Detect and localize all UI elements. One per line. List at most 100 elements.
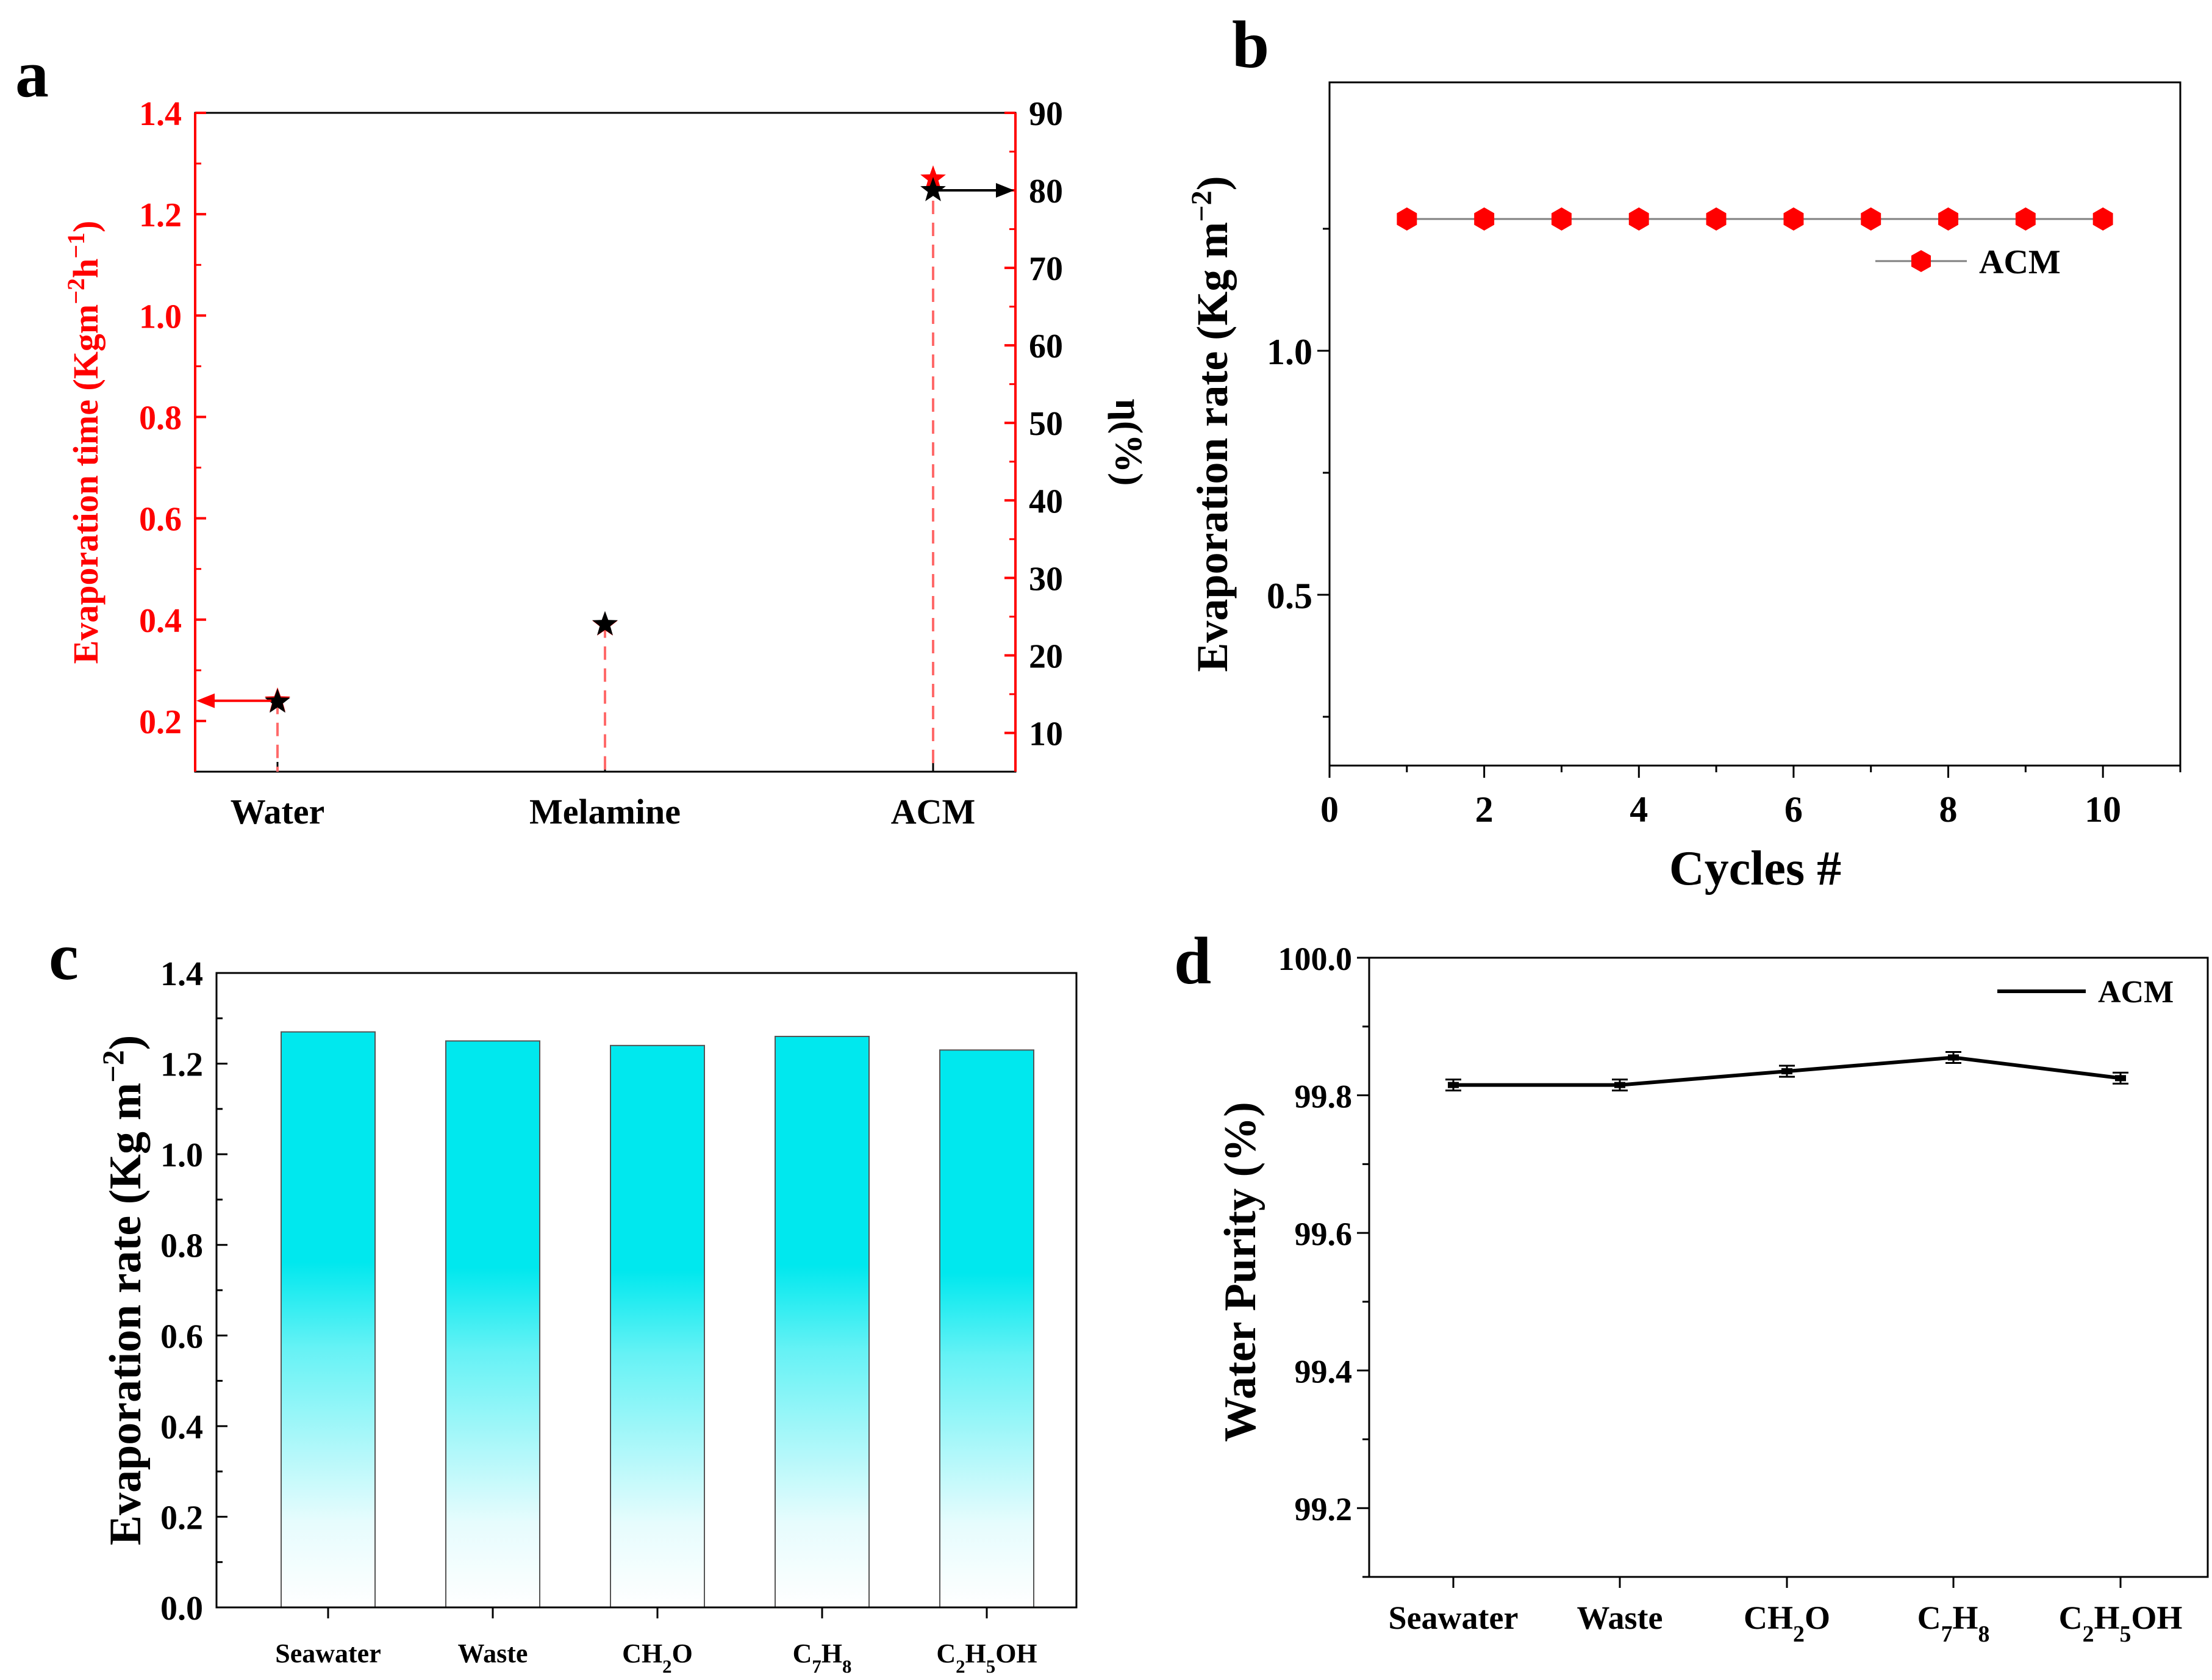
panel-a-xtick-label: Melamine xyxy=(529,792,681,831)
panel-c-xtick-label: C7H8 xyxy=(793,1639,852,1677)
panel-b-ylabel: Evaporation rate (Kg m−2) xyxy=(1186,176,1237,672)
panel-b-point xyxy=(1628,207,1649,231)
panel-c-bar xyxy=(281,1031,376,1608)
panel-c-marks: 0.0 0.2 0.4 0.6 0.8 1.0 1.2 1.4 Seawater Waste CH2… xyxy=(160,955,1037,1677)
panel-a-ylabel-left-text: Evaporation time (Kgm xyxy=(66,304,106,664)
panel-a-ytick-label-left: 0.6 xyxy=(139,501,182,539)
panel-c-ylabel: Evaporation rate (Kg m−2) xyxy=(96,1035,151,1546)
panel-a-ytick-label-left: 0.2 xyxy=(139,703,182,741)
panel-b-point xyxy=(1861,207,1881,231)
panel-b-ytick-label: 0.5 xyxy=(1267,576,1312,616)
panel-b-xtick-label: 2 xyxy=(1475,789,1494,830)
panel-b: b 0 2 4 6 8 10 0.5 1.0 Evaporation rate (Kg m−2… xyxy=(1186,7,2182,896)
panel-a-ytick-label-right: 60 xyxy=(1029,328,1063,365)
panel-b-xtick-label: 4 xyxy=(1630,789,1648,830)
panel-b-point xyxy=(1474,207,1495,231)
panel-d-ytick-label: 99.2 xyxy=(1295,1491,1353,1527)
panel-d: d 99.2 99.4 99.6 99.8 100.0 Seawater Waste CH2O… xyxy=(1174,924,2209,1647)
panel-b-point xyxy=(2092,207,2113,231)
panel-d-ylabel: Water Purity (%) xyxy=(1215,1102,1265,1442)
panel-a-marks: 0.2 0.4 0.6 0.8 1.0 1.2 1.4 10 20 30 40 50 60 70 80 90 W… xyxy=(139,95,1063,831)
panel-c-ylabel-end: ) xyxy=(101,1035,151,1050)
panel-b-point xyxy=(1552,207,1572,231)
panel-a-point-efficiency xyxy=(920,177,946,201)
panel-a-ytick-label-right: 40 xyxy=(1029,483,1063,520)
panel-a-ylabel-left: Evaporation time (Kgm−2h−1) xyxy=(62,221,106,664)
panel-d-xtick-label: Seawater xyxy=(1389,1599,1519,1636)
panel-b-point xyxy=(1706,207,1727,231)
panel-b-ytick-label: 1.0 xyxy=(1267,332,1312,372)
panel-a-ytick-label-left: 0.8 xyxy=(139,399,182,437)
panel-d-xtick-label: C7H8 xyxy=(1917,1599,1990,1647)
panel-a-ylabel-left-mid: h xyxy=(66,259,106,278)
panel-a-ytick-label-right: 90 xyxy=(1029,95,1063,133)
panel-b-label: b xyxy=(1232,7,1269,82)
panel-c-frame xyxy=(215,972,1078,1609)
panel-c-xtick-label: CH2O xyxy=(622,1639,693,1677)
panel-d-point xyxy=(1448,1082,1459,1088)
panel-d-ytick-label: 99.8 xyxy=(1295,1079,1353,1115)
panel-a-ytick-label-left: 1.4 xyxy=(139,95,182,133)
panel-c-ytick-label: 0.0 xyxy=(160,1590,203,1628)
panel-a-ylabel-right: η(%) xyxy=(1108,399,1151,486)
panel-d-label: d xyxy=(1174,924,1211,998)
panel-a-ytick-label-left: 0.4 xyxy=(139,602,182,640)
panel-c-xtick-label: Seawater xyxy=(275,1639,381,1668)
panel-b-point xyxy=(1783,207,1804,231)
panel-b-point xyxy=(1938,207,1958,231)
panel-b-point xyxy=(2015,207,2036,231)
panel-a-arrowhead-right xyxy=(996,183,1014,198)
panel-b-point xyxy=(1397,207,1417,231)
panel-a-ytick-label-right: 10 xyxy=(1029,715,1063,753)
panel-a-ytick-label-left: 1.0 xyxy=(139,298,182,336)
panel-a-ytick-label-right: 80 xyxy=(1029,173,1063,210)
panel-a-arrowhead-left xyxy=(196,693,215,708)
panel-b-ylabel-sup: −2 xyxy=(1186,190,1218,221)
panel-d-xtick-label: C2H5OH xyxy=(2059,1599,2183,1647)
panel-c-ylabel-text: Evaporation rate (Kg m xyxy=(101,1083,151,1545)
panel-c-bar xyxy=(445,1040,540,1608)
panel-a-ylabel-left-sup2: −1 xyxy=(62,232,90,259)
panel-a: a 0.2 0.4 0.6 0.8 1.0 1.2 1.4 10 20 30 40 50 60 70 80 9… xyxy=(15,37,1151,831)
panel-d-point xyxy=(2115,1075,2126,1082)
panel-b-xtick-label: 8 xyxy=(1939,789,1958,830)
panel-c-ytick-label: 1.4 xyxy=(160,955,203,993)
panel-b-marks: 0 2 4 6 8 10 0.5 1.0 xyxy=(1267,207,2182,830)
panel-c-ylabel-sup: −2 xyxy=(96,1050,130,1083)
panel-b-ylabel-text: Evaporation rate (Kg m xyxy=(1188,222,1237,672)
panel-a-point-efficiency xyxy=(592,611,618,636)
panel-d-ytick-label: 100.0 xyxy=(1278,941,1353,977)
panel-a-ytick-label-left: 1.2 xyxy=(139,196,182,234)
panel-b-ylabel-end: ) xyxy=(1188,176,1237,190)
panel-c-label: c xyxy=(49,919,79,994)
panel-d-marks: 99.2 99.4 99.6 99.8 100.0 Seawater Waste CH2O C7… xyxy=(1278,941,2183,1647)
panel-a-ytick-label-right: 50 xyxy=(1029,405,1063,443)
panel-c-ytick-label: 0.2 xyxy=(160,1499,203,1537)
panel-a-ytick-label-right: 70 xyxy=(1029,250,1063,288)
panel-a-ylabel-left-sup1: −2 xyxy=(62,278,90,304)
panel-c: c 0.0 0.2 0.4 0.6 0.8 1.0 1.2 1.4 Seawater Waste C… xyxy=(49,919,1078,1677)
panel-d-xtick-label: Waste xyxy=(1577,1599,1663,1636)
panel-c-ytick-label: 1.2 xyxy=(160,1046,203,1084)
panel-c-bar xyxy=(610,1044,705,1609)
panel-b-legend-marker xyxy=(1911,250,1931,272)
panel-d-frame xyxy=(1368,957,2209,1578)
panel-d-ytick-label: 99.4 xyxy=(1295,1354,1353,1390)
panel-d-legend-label: ACM xyxy=(2098,975,2174,1010)
panel-a-ytick-label-right: 20 xyxy=(1029,637,1063,675)
panel-c-ytick-label: 1.0 xyxy=(160,1136,203,1174)
panel-d-ytick-label: 99.6 xyxy=(1295,1216,1353,1252)
panel-d-point xyxy=(1614,1082,1625,1088)
panel-a-ytick-label-right: 30 xyxy=(1029,560,1063,598)
panel-c-xtick-label: Waste xyxy=(458,1639,528,1668)
panel-a-ylabel-left-end: ) xyxy=(66,221,106,232)
panel-b-xlabel: Cycles # xyxy=(1669,842,1841,896)
panel-b-xtick-label: 0 xyxy=(1320,789,1339,830)
panel-d-point xyxy=(1948,1054,1959,1061)
panel-d-point xyxy=(1781,1068,1792,1075)
panel-b-xtick-label: 10 xyxy=(2085,789,2121,830)
panel-c-xtick-label: C2H5OH xyxy=(936,1639,1037,1677)
panel-d-xtick-label: CH2O xyxy=(1744,1599,1830,1647)
panel-b-xtick-label: 6 xyxy=(1784,789,1803,830)
